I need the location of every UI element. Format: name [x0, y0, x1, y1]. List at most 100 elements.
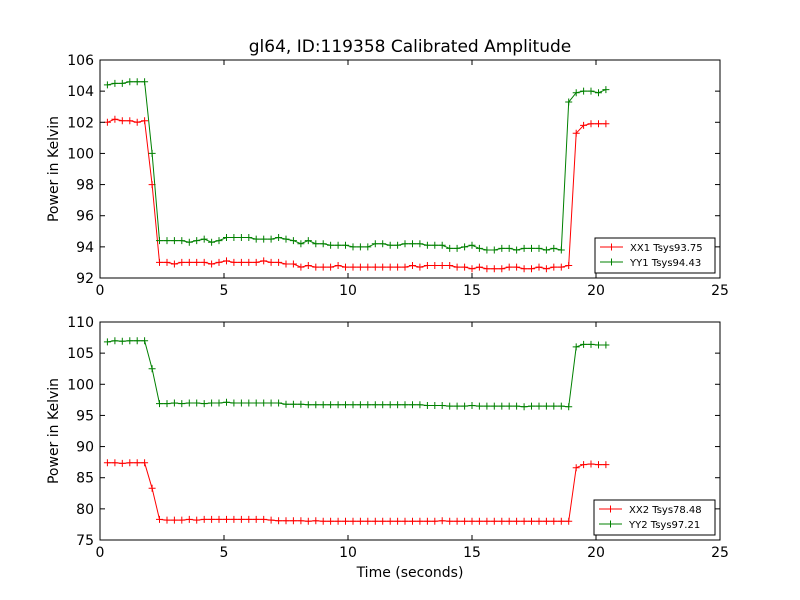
data-point	[200, 400, 208, 408]
data-point	[297, 517, 305, 525]
data-point	[141, 459, 149, 467]
data-point	[215, 237, 223, 245]
data-point	[111, 79, 119, 87]
data-point	[304, 401, 312, 409]
data-point	[446, 517, 454, 525]
data-point	[156, 515, 163, 523]
data-point	[520, 403, 528, 411]
data-point	[602, 120, 610, 128]
data-point	[475, 402, 483, 410]
data-point	[252, 515, 260, 523]
x-axis-title: Time (seconds)	[356, 565, 464, 581]
x-tick-label: 20	[587, 283, 605, 299]
data-point	[557, 517, 565, 525]
data-point	[535, 402, 543, 410]
data-point	[565, 262, 573, 269]
data-point	[364, 243, 372, 251]
data-point	[423, 517, 431, 525]
data-point	[550, 263, 558, 271]
data-point	[163, 237, 171, 245]
data-point	[327, 263, 335, 271]
legend: XX2 Tsys78.48 YY2 Tsys97.21	[593, 499, 716, 536]
data-point	[118, 79, 126, 87]
data-point	[557, 246, 565, 254]
data-point	[572, 89, 580, 97]
data-point	[156, 400, 163, 408]
y-tick-label: 106	[67, 53, 94, 69]
data-point	[133, 459, 141, 467]
data-point	[185, 515, 193, 523]
data-point	[528, 265, 535, 273]
data-point	[453, 263, 461, 271]
data-point	[148, 149, 156, 157]
data-point	[438, 241, 446, 249]
data-point	[483, 517, 491, 525]
data-point	[230, 258, 238, 266]
data-point	[505, 402, 513, 410]
data-point	[200, 515, 208, 523]
data-point	[111, 115, 119, 123]
data-point	[230, 515, 238, 523]
data-point	[490, 265, 498, 273]
data-point	[572, 343, 580, 351]
data-point	[520, 517, 528, 525]
data-point	[371, 401, 379, 409]
x-tick-label: 15	[463, 545, 481, 561]
data-point	[498, 265, 506, 273]
y-tick-label: 85	[76, 471, 94, 487]
data-point	[170, 399, 178, 407]
data-point	[438, 402, 446, 409]
data-point	[193, 237, 201, 245]
y-tick-label: 90	[76, 440, 94, 456]
data-point	[163, 516, 171, 524]
data-point	[542, 265, 550, 273]
data-point	[126, 459, 134, 467]
data-point	[312, 401, 320, 409]
data-point	[371, 263, 379, 271]
data-point	[275, 399, 283, 407]
data-point	[103, 118, 111, 126]
x-tick-label: 10	[339, 283, 357, 299]
data-point	[282, 260, 290, 268]
data-point	[520, 244, 528, 252]
data-point	[267, 235, 275, 243]
data-point	[595, 461, 602, 469]
data-point	[275, 234, 283, 241]
data-point	[409, 240, 416, 248]
data-point	[409, 262, 416, 269]
data-point	[297, 263, 305, 271]
data-point	[312, 263, 320, 271]
y-tick-label: 95	[76, 408, 94, 424]
data-point	[170, 516, 178, 524]
data-point	[327, 401, 335, 409]
data-point	[163, 400, 171, 408]
data-point	[304, 517, 312, 525]
data-point	[349, 401, 357, 409]
data-point	[542, 246, 550, 254]
data-point	[342, 517, 349, 525]
data-point	[111, 337, 119, 345]
data-point	[580, 461, 588, 469]
data-point	[111, 459, 119, 467]
data-point	[490, 402, 498, 410]
data-point	[178, 516, 186, 524]
data-point	[141, 337, 149, 345]
legend-marker	[607, 505, 614, 513]
data-point	[580, 87, 588, 95]
data-point	[565, 403, 573, 411]
chart-title: gl64, ID:119358 Calibrated Amplitude	[249, 37, 571, 57]
data-point	[334, 262, 342, 269]
data-point	[289, 237, 297, 245]
data-point	[468, 265, 476, 273]
data-point	[557, 263, 565, 271]
data-point	[178, 237, 186, 245]
data-point	[126, 337, 134, 345]
data-point	[215, 399, 223, 407]
data-point	[118, 337, 126, 345]
data-point	[401, 263, 409, 271]
data-point	[513, 246, 521, 254]
data-point	[528, 244, 535, 252]
data-point	[334, 241, 342, 249]
data-point	[356, 517, 364, 525]
data-point	[260, 515, 268, 523]
